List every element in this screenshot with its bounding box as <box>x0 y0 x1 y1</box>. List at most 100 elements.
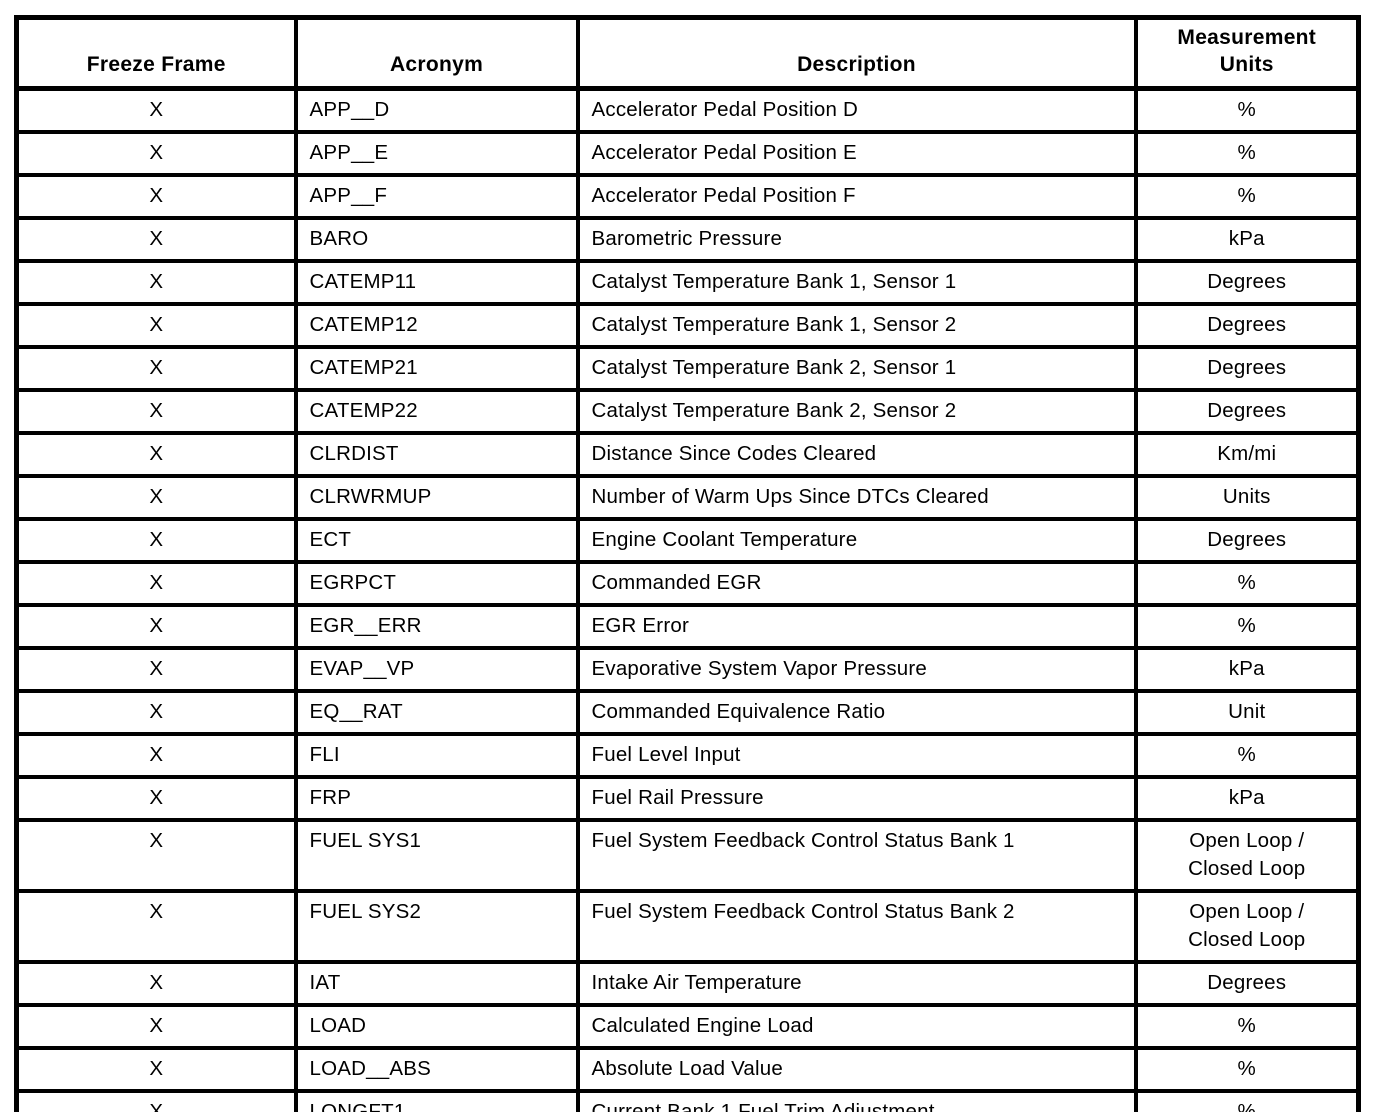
table-row: X CLRWRMUP Number of Warm Ups Since DTCs… <box>14 474 1361 521</box>
table-row: X APP__F Accelerator Pedal Position F % <box>14 173 1361 220</box>
cell-freeze-frame: X <box>14 560 298 607</box>
cell-units: Degrees <box>1133 517 1361 564</box>
cell-acronym: FUEL SYS2 <box>293 889 580 964</box>
cell-freeze-frame: X <box>14 603 298 650</box>
cell-description: Catalyst Temperature Bank 2, Sensor 1 <box>575 345 1138 392</box>
cell-description: Catalyst Temperature Bank 2, Sensor 2 <box>575 388 1138 435</box>
cell-units: Open Loop / Closed Loop <box>1133 818 1361 893</box>
table-row: X BARO Barometric Pressure kPa <box>14 216 1361 263</box>
cell-units: Units <box>1133 474 1361 521</box>
column-header-acronym: Acronym <box>293 15 580 91</box>
table-row: X IAT Intake Air Temperature Degrees <box>14 960 1361 1007</box>
cell-description: Fuel Level Input <box>575 732 1138 779</box>
cell-acronym: FLI <box>293 732 580 779</box>
cell-description: Commanded EGR <box>575 560 1138 607</box>
cell-units: Km/mi <box>1133 431 1361 478</box>
cell-acronym: APP__D <box>293 86 580 134</box>
cell-freeze-frame: X <box>14 474 298 521</box>
cell-description: Number of Warm Ups Since DTCs Cleared <box>575 474 1138 521</box>
cell-freeze-frame: X <box>14 130 298 177</box>
cell-description: Current Bank 1 Fuel Trim Adjustment (kam… <box>575 1089 1138 1112</box>
table-row: X LOAD__ABS Absolute Load Value % <box>14 1046 1361 1093</box>
cell-units: % <box>1133 732 1361 779</box>
cell-units: Degrees <box>1133 388 1361 435</box>
table-row: X EVAP__VP Evaporative System Vapor Pres… <box>14 646 1361 693</box>
table-row: X EQ__RAT Commanded Equivalence Ratio Un… <box>14 689 1361 736</box>
cell-freeze-frame: X <box>14 732 298 779</box>
cell-units: kPa <box>1133 775 1361 822</box>
cell-description: Barometric Pressure <box>575 216 1138 263</box>
cell-description: Distance Since Codes Cleared <box>575 431 1138 478</box>
cell-freeze-frame: X <box>14 889 298 964</box>
cell-acronym: CATEMP21 <box>293 345 580 392</box>
cell-acronym: EVAP__VP <box>293 646 580 693</box>
table-row: X CATEMP22 Catalyst Temperature Bank 2, … <box>14 388 1361 435</box>
cell-acronym: CATEMP22 <box>293 388 580 435</box>
cell-acronym: EGRPCT <box>293 560 580 607</box>
cell-acronym: LONGFT1 <box>293 1089 580 1112</box>
cell-freeze-frame: X <box>14 345 298 392</box>
cell-units: % <box>1133 1089 1361 1112</box>
cell-freeze-frame: X <box>14 960 298 1007</box>
cell-description: Fuel System Feedback Control Status Bank… <box>575 818 1138 893</box>
table-row: X ECT Engine Coolant Temperature Degrees <box>14 517 1361 564</box>
cell-acronym: APP__F <box>293 173 580 220</box>
cell-acronym: APP__E <box>293 130 580 177</box>
cell-units: % <box>1133 1046 1361 1093</box>
table-row: X CATEMP11 Catalyst Temperature Bank 1, … <box>14 259 1361 306</box>
cell-freeze-frame: X <box>14 302 298 349</box>
column-header-measurement-units: Measurement Units <box>1133 15 1361 91</box>
cell-units: kPa <box>1133 216 1361 263</box>
cell-description: Fuel Rail Pressure <box>575 775 1138 822</box>
cell-description: Intake Air Temperature <box>575 960 1138 1007</box>
header-row: Freeze Frame Acronym Description Measure… <box>14 15 1361 91</box>
cell-acronym: CLRWRMUP <box>293 474 580 521</box>
cell-description: EGR Error <box>575 603 1138 650</box>
cell-description: Accelerator Pedal Position D <box>575 86 1138 134</box>
cell-description: Engine Coolant Temperature <box>575 517 1138 564</box>
cell-description: Absolute Load Value <box>575 1046 1138 1093</box>
cell-description: Accelerator Pedal Position E <box>575 130 1138 177</box>
cell-units: Degrees <box>1133 345 1361 392</box>
cell-acronym: CLRDIST <box>293 431 580 478</box>
cell-units: % <box>1133 560 1361 607</box>
cell-description: Commanded Equivalence Ratio <box>575 689 1138 736</box>
cell-units: % <box>1133 173 1361 220</box>
table-row: X FUEL SYS2 Fuel System Feedback Control… <box>14 889 1361 964</box>
cell-acronym: LOAD <box>293 1003 580 1050</box>
cell-freeze-frame: X <box>14 86 298 134</box>
cell-freeze-frame: X <box>14 216 298 263</box>
table-row: X EGRPCT Commanded EGR % <box>14 560 1361 607</box>
cell-acronym: FUEL SYS1 <box>293 818 580 893</box>
table-row: X APP__D Accelerator Pedal Position D % <box>14 86 1361 134</box>
cell-description: Fuel System Feedback Control Status Bank… <box>575 889 1138 964</box>
cell-acronym: FRP <box>293 775 580 822</box>
cell-acronym: EQ__RAT <box>293 689 580 736</box>
table-row: X CATEMP12 Catalyst Temperature Bank 1, … <box>14 302 1361 349</box>
cell-freeze-frame: X <box>14 259 298 306</box>
cell-freeze-frame: X <box>14 517 298 564</box>
cell-acronym: CATEMP11 <box>293 259 580 306</box>
cell-freeze-frame: X <box>14 689 298 736</box>
column-header-freeze-frame: Freeze Frame <box>14 15 298 91</box>
cell-units: % <box>1133 1003 1361 1050</box>
cell-description: Evaporative System Vapor Pressure <box>575 646 1138 693</box>
table-row: X LONGFT1 Current Bank 1 Fuel Trim Adjus… <box>14 1089 1361 1112</box>
cell-freeze-frame: X <box>14 388 298 435</box>
cell-description: Calculated Engine Load <box>575 1003 1138 1050</box>
cell-units: Unit <box>1133 689 1361 736</box>
cell-freeze-frame: X <box>14 173 298 220</box>
cell-units: % <box>1133 130 1361 177</box>
table-row: X FLI Fuel Level Input % <box>14 732 1361 779</box>
cell-freeze-frame: X <box>14 1046 298 1093</box>
cell-units: Degrees <box>1133 302 1361 349</box>
cell-acronym: CATEMP12 <box>293 302 580 349</box>
cell-acronym: BARO <box>293 216 580 263</box>
cell-acronym: IAT <box>293 960 580 1007</box>
table-body: X APP__D Accelerator Pedal Position D % … <box>14 86 1361 1112</box>
cell-units: % <box>1133 86 1361 134</box>
cell-units: % <box>1133 603 1361 650</box>
cell-description: Accelerator Pedal Position F <box>575 173 1138 220</box>
table-row: X FRP Fuel Rail Pressure kPa <box>14 775 1361 822</box>
